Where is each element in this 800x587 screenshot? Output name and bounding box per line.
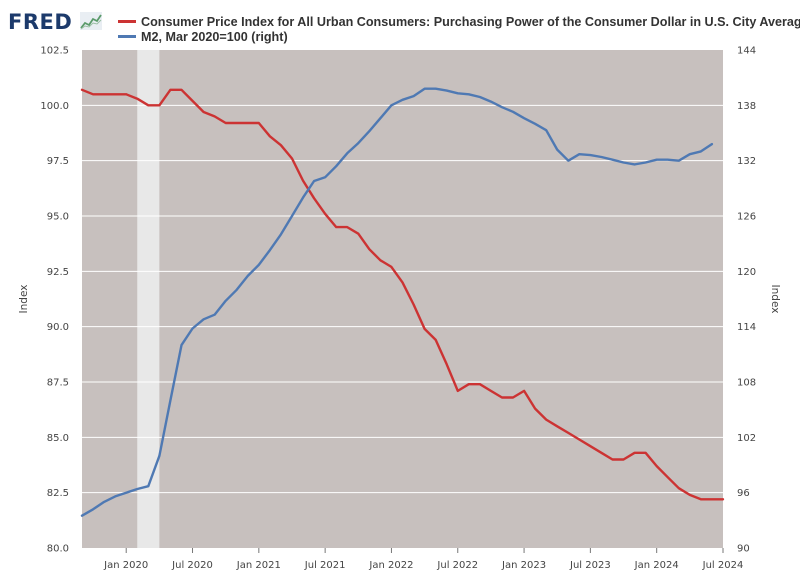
series-line-cpi bbox=[80, 88, 725, 501]
y-left-tick-label: 85.0 bbox=[47, 433, 69, 444]
y-right-tick-label: 144 bbox=[737, 46, 756, 57]
legend-swatch-m2 bbox=[118, 35, 136, 39]
x-tick-label: Jul 2024 bbox=[702, 560, 744, 571]
x-tick-label: Jan 2022 bbox=[368, 560, 413, 571]
plot-area bbox=[82, 50, 723, 548]
y-right-tick-label: 114 bbox=[737, 322, 756, 333]
legend-item-m2[interactable]: M2, Mar 2020=100 (right) bbox=[118, 30, 288, 44]
y-left-tick-label: 87.5 bbox=[47, 378, 69, 389]
x-tick-label: Jul 2023 bbox=[569, 560, 611, 571]
y-right-tick-label: 96 bbox=[737, 488, 750, 499]
y-left-tick-label: 102.5 bbox=[40, 46, 69, 57]
y-left-tick-label: 95.0 bbox=[47, 212, 69, 223]
x-tick-label: Jan 2023 bbox=[501, 560, 546, 571]
x-tick-label: Jul 2022 bbox=[436, 560, 478, 571]
recession-band bbox=[137, 50, 160, 548]
legend-label-cpi: Consumer Price Index for All Urban Consu… bbox=[141, 15, 800, 29]
legend-swatch-cpi bbox=[118, 20, 136, 24]
x-tick-label: Jul 2020 bbox=[171, 560, 213, 571]
y-left-tick-label: 90.0 bbox=[47, 322, 69, 333]
y-left-axis-title: Index bbox=[18, 285, 30, 314]
line-chart-icon bbox=[80, 12, 102, 30]
y-right-tick-label: 126 bbox=[737, 212, 756, 223]
y-left-tick-label: 97.5 bbox=[47, 156, 69, 167]
axes: 80.0 82.5 85.0 87.5 90.0 92.5 95.0 97.5 100.0 102… bbox=[18, 46, 781, 572]
recession-shading-group bbox=[137, 50, 160, 548]
y-right-tick-label: 108 bbox=[737, 378, 756, 389]
x-tick-label: Jan 2021 bbox=[236, 560, 281, 571]
legend-item-cpi[interactable]: Consumer Price Index for All Urban Consu… bbox=[118, 15, 800, 29]
y-right-tick-label: 138 bbox=[737, 101, 756, 112]
series-line-m2 bbox=[80, 87, 714, 517]
y-left-tick-label: 100.0 bbox=[40, 101, 69, 112]
y-right-tick-label: 120 bbox=[737, 267, 756, 278]
x-tick-label: Jul 2021 bbox=[304, 560, 346, 571]
y-left-tick-label: 92.5 bbox=[47, 267, 69, 278]
y-left-tick-label: 80.0 bbox=[47, 544, 69, 555]
legend-label-m2: M2, Mar 2020=100 (right) bbox=[141, 30, 288, 44]
chart-header: FRED Consumer Price Index for All Urban … bbox=[8, 8, 800, 48]
y-right-axis-title: Index bbox=[769, 285, 781, 314]
series-group bbox=[80, 87, 725, 517]
y-left-tick-label: 82.5 bbox=[47, 488, 69, 499]
x-tick-label: Jan 2024 bbox=[634, 560, 679, 571]
fred-logo[interactable]: FRED bbox=[8, 10, 73, 34]
y-right-tick-label: 132 bbox=[737, 156, 756, 167]
x-tick-label: Jan 2020 bbox=[103, 560, 148, 571]
y-right-tick-label: 90 bbox=[737, 544, 750, 555]
y-right-tick-label: 102 bbox=[737, 433, 756, 444]
